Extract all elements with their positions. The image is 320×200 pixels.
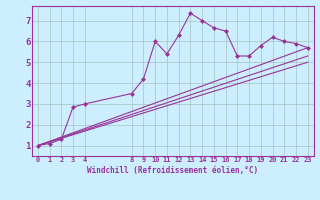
X-axis label: Windchill (Refroidissement éolien,°C): Windchill (Refroidissement éolien,°C) [87,166,258,175]
